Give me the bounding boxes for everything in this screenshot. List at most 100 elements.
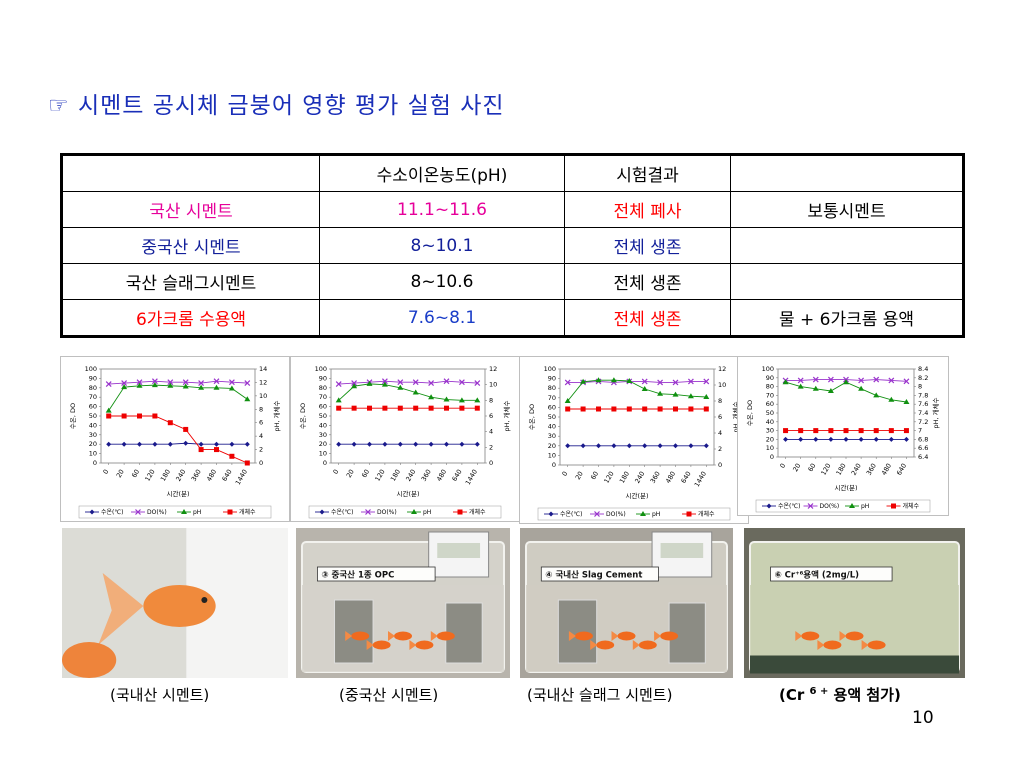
data-point [413,405,419,411]
data-point [198,380,205,387]
y-axis-label: 수온, DO [299,403,307,429]
series-line [567,381,707,383]
data-point [703,378,710,385]
results-table: 수소이온농도(pH) 시험결과 국산 시멘트 11.1~11.6 전체 폐사 보… [60,153,965,338]
data-point [319,509,325,515]
data-point [413,441,419,447]
x-tick-label: 0 [331,468,340,476]
data-point [244,380,251,387]
y-tick-label: 90 [89,374,97,382]
data-point [367,441,372,447]
caption-chromium-superscript: 6 + [809,686,829,697]
goldfish-icon [568,631,593,641]
data-point [565,443,571,449]
y-tick-label: 60 [319,403,327,411]
y2-tick-label: 7.4 [918,409,928,417]
data-point [136,382,143,388]
data-point [873,392,880,398]
chart-slag-cement: 0 10 20 30 40 50 60 70 80 90 100 0 2 4 6 8 10 12 0 20 60 120 1… [519,356,749,524]
data-point [580,378,587,384]
photo-slag-cement: ④ 국내산 Slag Cement [520,528,733,678]
data-point [474,405,480,411]
data-point [611,406,617,412]
data-point [106,441,112,447]
y-tick-label: 80 [89,384,97,392]
caption-chinese-cement: (중국산 시멘트) [339,686,439,704]
series-line [108,415,248,464]
data-point [458,397,465,403]
data-point [135,509,141,515]
data-point [444,405,449,411]
data-point [903,399,910,404]
y2-tick-label: 8 [259,405,263,413]
data-point [580,443,586,449]
tank-label-text: ⑥ Cr⁺⁶용액 (2mg/L) [775,570,860,581]
data-point [783,428,789,434]
y2-tick-label: 7 [918,427,922,435]
data-point [181,509,187,514]
x-tick-label: 360 [420,468,433,483]
x-axis-label: 시간(분) [625,491,648,500]
y2-tick-label: 2 [718,445,722,453]
y-tick-label: 30 [89,431,97,439]
table-row: 6가크롬 수용액 7.6~8.1 전체 생존 물 + 6가크롬 용액 [61,299,964,337]
y-tick-label: 100 [762,365,774,373]
y-tick-label: 70 [319,393,327,401]
data-point [397,405,403,411]
data-point [595,377,602,383]
data-point [688,443,694,449]
data-point [827,388,834,393]
y-tick-label: 90 [319,374,327,382]
data-point [198,441,204,447]
y2-tick-label: 12 [489,365,497,373]
fish-body [143,585,216,627]
legend-label: pH [652,511,660,518]
y2-tick-label: 8.2 [918,374,928,382]
table-cell: 전체 폐사 [564,191,731,228]
data-point [459,405,465,411]
x-tick-label: 480 [664,470,677,485]
legend-label: DO(%) [377,509,397,516]
y-tick-label: 40 [766,418,774,426]
goldfish-icon [388,631,412,641]
data-point [798,428,804,434]
x-tick-label: 480 [205,468,218,483]
table-header-cell: 수소이온농도(pH) [319,154,565,192]
x-tick-label: 0 [778,462,787,470]
goldfish-icon [62,573,216,678]
data-point [412,379,419,386]
timer-display [660,543,704,558]
y2-tick-label: 8.4 [918,365,928,373]
x-tick-label: 0 [560,470,569,478]
y2-axis-label: pH, 개체수 [731,401,740,432]
data-point [813,428,819,434]
x-tick-label: 640 [220,468,233,483]
page-number: 10 [912,708,934,728]
data-point [351,441,357,447]
fish-tail [654,631,662,641]
table-cell: 국산 슬래그시멘트 [61,263,320,300]
data-point [351,380,358,387]
data-point [673,443,678,449]
y2-axis-label: pH, 개체수 [931,397,940,428]
data-point [183,426,189,432]
y-axis-label: 수온, DO [69,403,77,429]
data-point [444,441,449,447]
data-point [428,394,435,400]
legend-label: pH [861,503,869,510]
series-line [108,442,248,445]
data-point [858,385,865,391]
y-tick-label: 0 [93,459,97,467]
table-header-cell [730,154,964,192]
table-row: 국산 슬래그시멘트 8~10.6 전체 생존 [61,263,964,300]
data-point [858,436,864,442]
table-row: 국산 시멘트 11.1~11.6 전체 폐사 보통시멘트 [61,191,964,228]
data-point [565,406,571,412]
x-tick-label: 60 [589,470,600,481]
caption-chromium-suffix: 용액 첨가) [828,686,901,704]
x-tick-label: 360 [649,470,662,485]
fish-body [394,631,412,641]
legend: 수온(℃) DO(%) pH 개체수 [308,505,502,519]
data-point [227,509,233,515]
